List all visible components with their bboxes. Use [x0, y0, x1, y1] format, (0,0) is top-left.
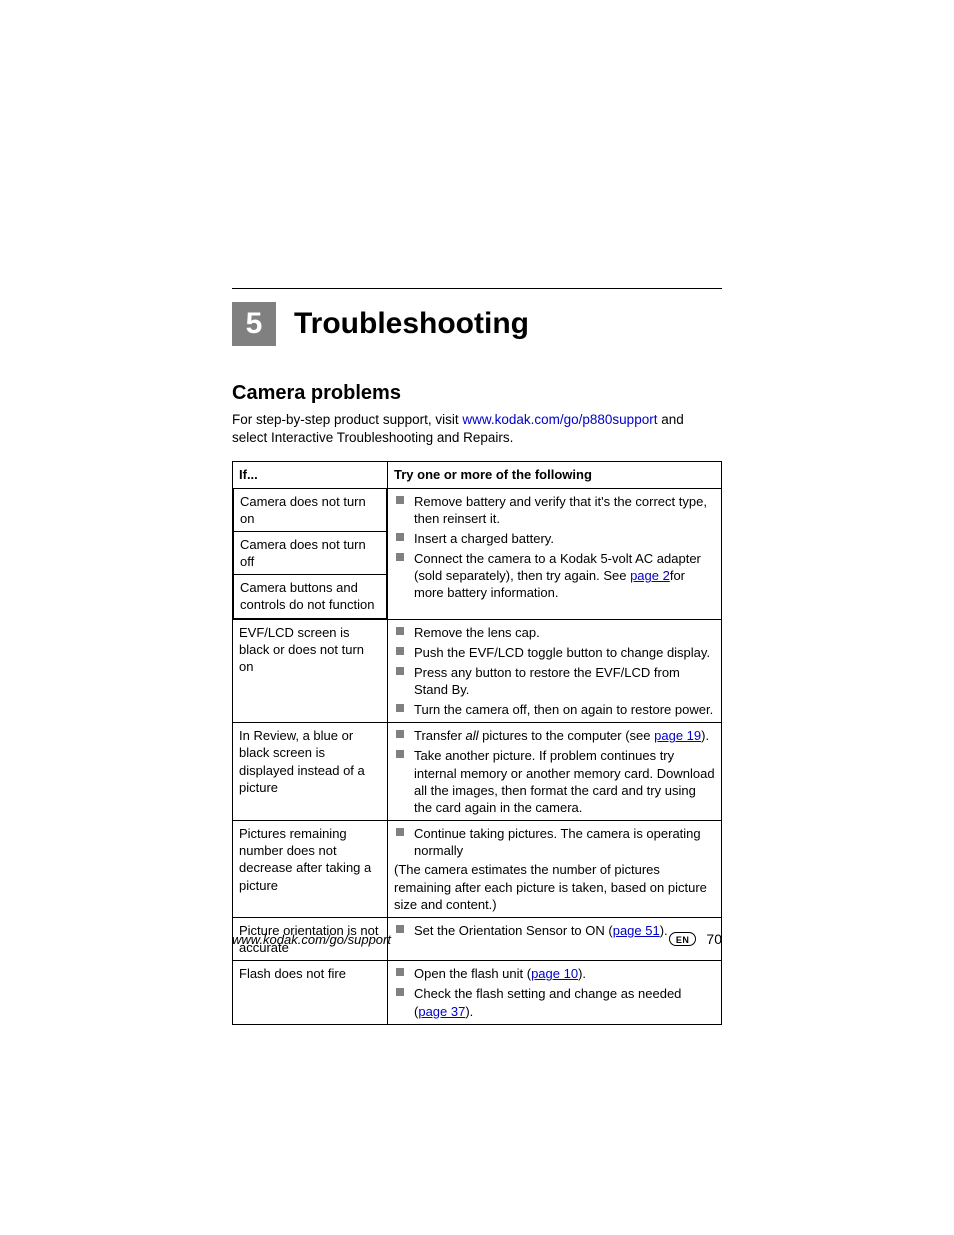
- solution-cell: Transfer all pictures to the computer (s…: [388, 723, 722, 821]
- language-badge: EN: [669, 932, 697, 946]
- table-row: Pictures remaining number does not decre…: [233, 821, 722, 918]
- square-bullet-icon: [396, 627, 404, 635]
- bullet-text: Remove the lens cap.: [414, 625, 540, 640]
- bullet-item: Transfer all pictures to the computer (s…: [394, 727, 715, 744]
- bullet-item: Turn the camera off, then on again to re…: [394, 701, 715, 718]
- square-bullet-icon: [396, 496, 404, 504]
- intro-text-pre: For step-by-step product support, visit: [232, 412, 462, 427]
- bullet-item: Insert a charged battery.: [394, 530, 715, 547]
- chapter-title: Troubleshooting: [294, 307, 529, 341]
- square-bullet-icon: [396, 828, 404, 836]
- footer-url: www.kodak.com/go/support: [232, 932, 391, 947]
- table-row: EVF/LCD screen is black or does not turn…: [233, 619, 722, 723]
- square-bullet-icon: [396, 704, 404, 712]
- page-ref-link[interactable]: page 19: [654, 728, 701, 743]
- bullet-text: pictures to the computer (see: [479, 728, 655, 743]
- problem-cell: Pictures remaining number does not decre…: [233, 821, 388, 918]
- bullet-item: Remove the lens cap.: [394, 624, 715, 641]
- bullet-text: Insert a charged battery.: [414, 531, 554, 546]
- page-ref-link[interactable]: page 37: [418, 1004, 465, 1019]
- problem-cell: Camera does not turn on: [234, 489, 387, 532]
- bullet-text: ).: [701, 728, 709, 743]
- chapter-number-box: 5: [232, 302, 276, 346]
- left-stack: Camera does not turn on Camera does not …: [233, 489, 387, 619]
- bullet-text: Take another picture. If problem continu…: [414, 748, 715, 814]
- bullet-text: Continue taking pictures. The camera is …: [414, 826, 701, 858]
- chapter-number: 5: [246, 307, 263, 341]
- square-bullet-icon: [396, 647, 404, 655]
- square-bullet-icon: [396, 750, 404, 758]
- problem-cell: EVF/LCD screen is black or does not turn…: [233, 619, 388, 723]
- square-bullet-icon: [396, 553, 404, 561]
- note-text: (The camera estimates the number of pict…: [394, 861, 715, 912]
- page-ref-link[interactable]: page 10: [531, 966, 578, 981]
- bullet-item: Remove battery and verify that it's the …: [394, 493, 715, 527]
- bullet-text-italic: all: [466, 728, 479, 743]
- table-header-try: Try one or more of the following: [388, 462, 722, 488]
- square-bullet-icon: [396, 533, 404, 541]
- document-page: 5 Troubleshooting Camera problems For st…: [0, 0, 954, 1235]
- page-ref-link[interactable]: page 2: [630, 568, 670, 583]
- square-bullet-icon: [396, 667, 404, 675]
- solution-cell: Remove the lens cap. Push the EVF/LCD to…: [388, 619, 722, 723]
- bullet-item: Connect the camera to a Kodak 5-volt AC …: [394, 550, 715, 601]
- problem-cell: Flash does not fire: [233, 961, 388, 1024]
- bullet-item: Open the flash unit (page 10).: [394, 965, 715, 982]
- solution-cell: Continue taking pictures. The camera is …: [388, 821, 722, 918]
- bullet-text: ).: [578, 966, 586, 981]
- top-divider: [232, 288, 722, 289]
- bullet-item: Continue taking pictures. The camera is …: [394, 825, 715, 859]
- bullet-item: Press any button to restore the EVF/LCD …: [394, 664, 715, 698]
- intro-paragraph: For step-by-step product support, visit …: [232, 411, 722, 447]
- table-row: Flash does not fire Open the flash unit …: [233, 961, 722, 1024]
- bullet-text: Transfer: [414, 728, 466, 743]
- solution-cell: Open the flash unit (page 10). Check the…: [388, 961, 722, 1024]
- problem-cell: In Review, a blue or black screen is dis…: [233, 723, 388, 821]
- page-footer: www.kodak.com/go/support EN 70: [232, 931, 722, 947]
- page-number: 70: [706, 931, 722, 947]
- square-bullet-icon: [396, 730, 404, 738]
- square-bullet-icon: [396, 968, 404, 976]
- table-row: In Review, a blue or black screen is dis…: [233, 723, 722, 821]
- support-link[interactable]: www.kodak.com/go/p880support: [462, 412, 657, 427]
- problem-cell: Camera buttons and controls do not funct…: [234, 575, 387, 618]
- chapter-heading: 5 Troubleshooting: [232, 302, 722, 346]
- bullet-text: Press any button to restore the EVF/LCD …: [414, 665, 680, 697]
- bullet-text: Remove battery and verify that it's the …: [414, 494, 707, 526]
- footer-right: EN 70: [669, 931, 722, 947]
- bullet-text: Turn the camera off, then on again to re…: [414, 702, 713, 717]
- section-title: Camera problems: [232, 382, 722, 405]
- problem-cell: Camera does not turn off: [234, 531, 387, 574]
- square-bullet-icon: [396, 988, 404, 996]
- bullet-item: Check the flash setting and change as ne…: [394, 985, 715, 1019]
- bullet-text: Open the flash unit (: [414, 966, 531, 981]
- bullet-item: Take another picture. If problem continu…: [394, 747, 715, 816]
- bullet-text: ).: [465, 1004, 473, 1019]
- bullet-item: Push the EVF/LCD toggle button to change…: [394, 644, 715, 661]
- bullet-text: Push the EVF/LCD toggle button to change…: [414, 645, 710, 660]
- solution-cell: Remove battery and verify that it's the …: [388, 488, 722, 619]
- table-header-if: If...: [233, 462, 388, 488]
- table-row: Camera does not turn on Camera does not …: [233, 488, 722, 619]
